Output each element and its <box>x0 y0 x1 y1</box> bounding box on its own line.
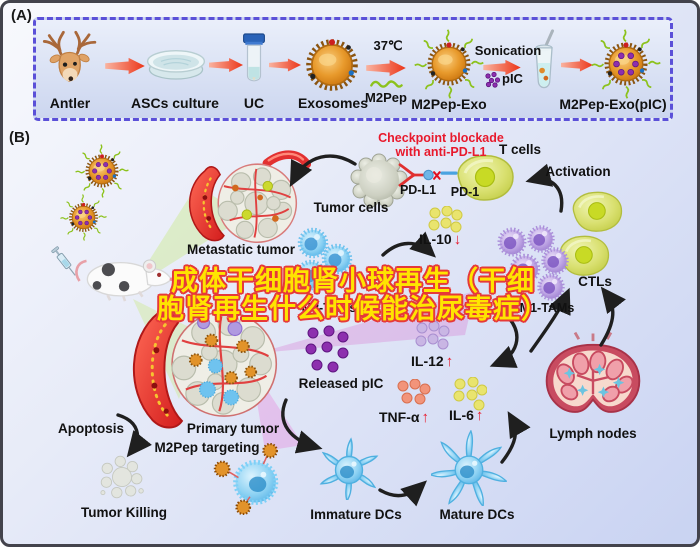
m2pep-targeting-label: M2Pep targeting <box>154 440 260 455</box>
sonication-tube-icon <box>527 29 561 97</box>
centrifuge-tube-icon <box>241 31 267 89</box>
process-arrow-icon <box>364 59 408 77</box>
panel-a-step-label: M2Pep-Exo <box>411 96 487 112</box>
process-arrow-icon <box>105 57 145 75</box>
temperature-label: 37℃ <box>373 38 403 53</box>
ctl-cell-icon <box>567 188 625 234</box>
exosome-m2pep-pic-icon <box>75 144 129 198</box>
panel-a-step-label: M2Pep-Exo(pIC) <box>559 96 667 112</box>
pic-label: pIC <box>502 71 523 86</box>
process-arrow-icon <box>269 57 301 73</box>
exosome-m2pep-pic-icon <box>591 29 661 99</box>
primary-tumor-label: Primary tumor <box>186 421 280 436</box>
checkpoint-blockade-label-line1: Checkpoint blockade <box>378 131 504 145</box>
tumor-killing-label: Tumor Killing <box>81 505 167 520</box>
il10-label: IL-10 ↓ <box>419 231 462 248</box>
apoptosis-label: Apoptosis <box>58 421 124 436</box>
pic-dots-icon <box>485 71 501 88</box>
process-arrow-icon <box>561 57 593 73</box>
panel-a-step-label: UC <box>243 95 265 111</box>
released-pic-dots <box>305 325 349 373</box>
lymph-node-icon <box>541 331 645 423</box>
process-arrow-icon <box>209 57 243 73</box>
pd-1-label: PD-1 <box>450 185 480 199</box>
panel-b-label: (B) <box>9 129 30 146</box>
il6-label: IL-6 ↑ <box>449 407 484 424</box>
m2pep-peptide-icon <box>367 79 405 90</box>
il12-label: IL-12 ↑ <box>411 353 454 370</box>
tnf-cytokine-dots <box>397 379 431 405</box>
ctls-label: CTLs <box>578 274 612 289</box>
panel-a-step-label: Antler <box>49 95 91 111</box>
il12-cytokine-dots <box>415 321 450 350</box>
immature-dcs-label: Immature DCs <box>310 507 402 522</box>
lymph-nodes-label: Lymph nodes <box>549 426 637 441</box>
immature-dc-icon <box>317 436 381 500</box>
il10-cytokine-dots <box>428 206 463 233</box>
mature-dcs-label: Mature DCs <box>439 507 515 522</box>
pd-l1-label: PD-L1 <box>399 183 437 197</box>
checkpoint-blockade-label-line2: with anti-PD-L1 <box>395 145 487 159</box>
metastatic-tumor-label: Metastatic tumor <box>186 242 296 257</box>
sonication-label: Sonication <box>474 43 542 58</box>
watermark-line2: 胞肾再生什么时候能治尿毒症） <box>157 294 549 324</box>
mature-dc-icon <box>431 430 507 506</box>
panel-a-dashed-box <box>33 17 673 121</box>
tumor-cells-label: Tumor cells <box>313 200 389 215</box>
watermark-text: 成体干细胞肾小球再生（干细 胞肾再生什么时候能治尿毒症） <box>3 266 697 324</box>
activation-label: Activation <box>545 164 611 179</box>
exosome-m2pep-icon <box>414 29 484 99</box>
watermark-line1: 成体干细胞肾小球再生（干细 <box>171 266 535 296</box>
m2-tams-label: M2-TAMs <box>301 301 357 315</box>
il6-cytokine-dots <box>453 377 487 411</box>
panel-a-step-label: Exosomes <box>297 95 369 111</box>
exosome-m2pep-pic-icon <box>60 194 107 241</box>
released-pic-label: Released pIC <box>298 376 384 391</box>
petri-dish-icon <box>145 45 207 83</box>
m2pep-label: M2Pep <box>365 90 407 105</box>
t-cells-label: T cells <box>498 142 542 157</box>
tnf-label: TNF-α ↑ <box>379 409 429 426</box>
deer-antler-icon <box>41 29 99 87</box>
panel-a-step-label: ASCs culture <box>131 95 219 111</box>
dying-tumor-cell-icon <box>95 451 149 503</box>
panel-a-label: (A) <box>11 7 32 24</box>
exosome-icon <box>304 37 360 93</box>
